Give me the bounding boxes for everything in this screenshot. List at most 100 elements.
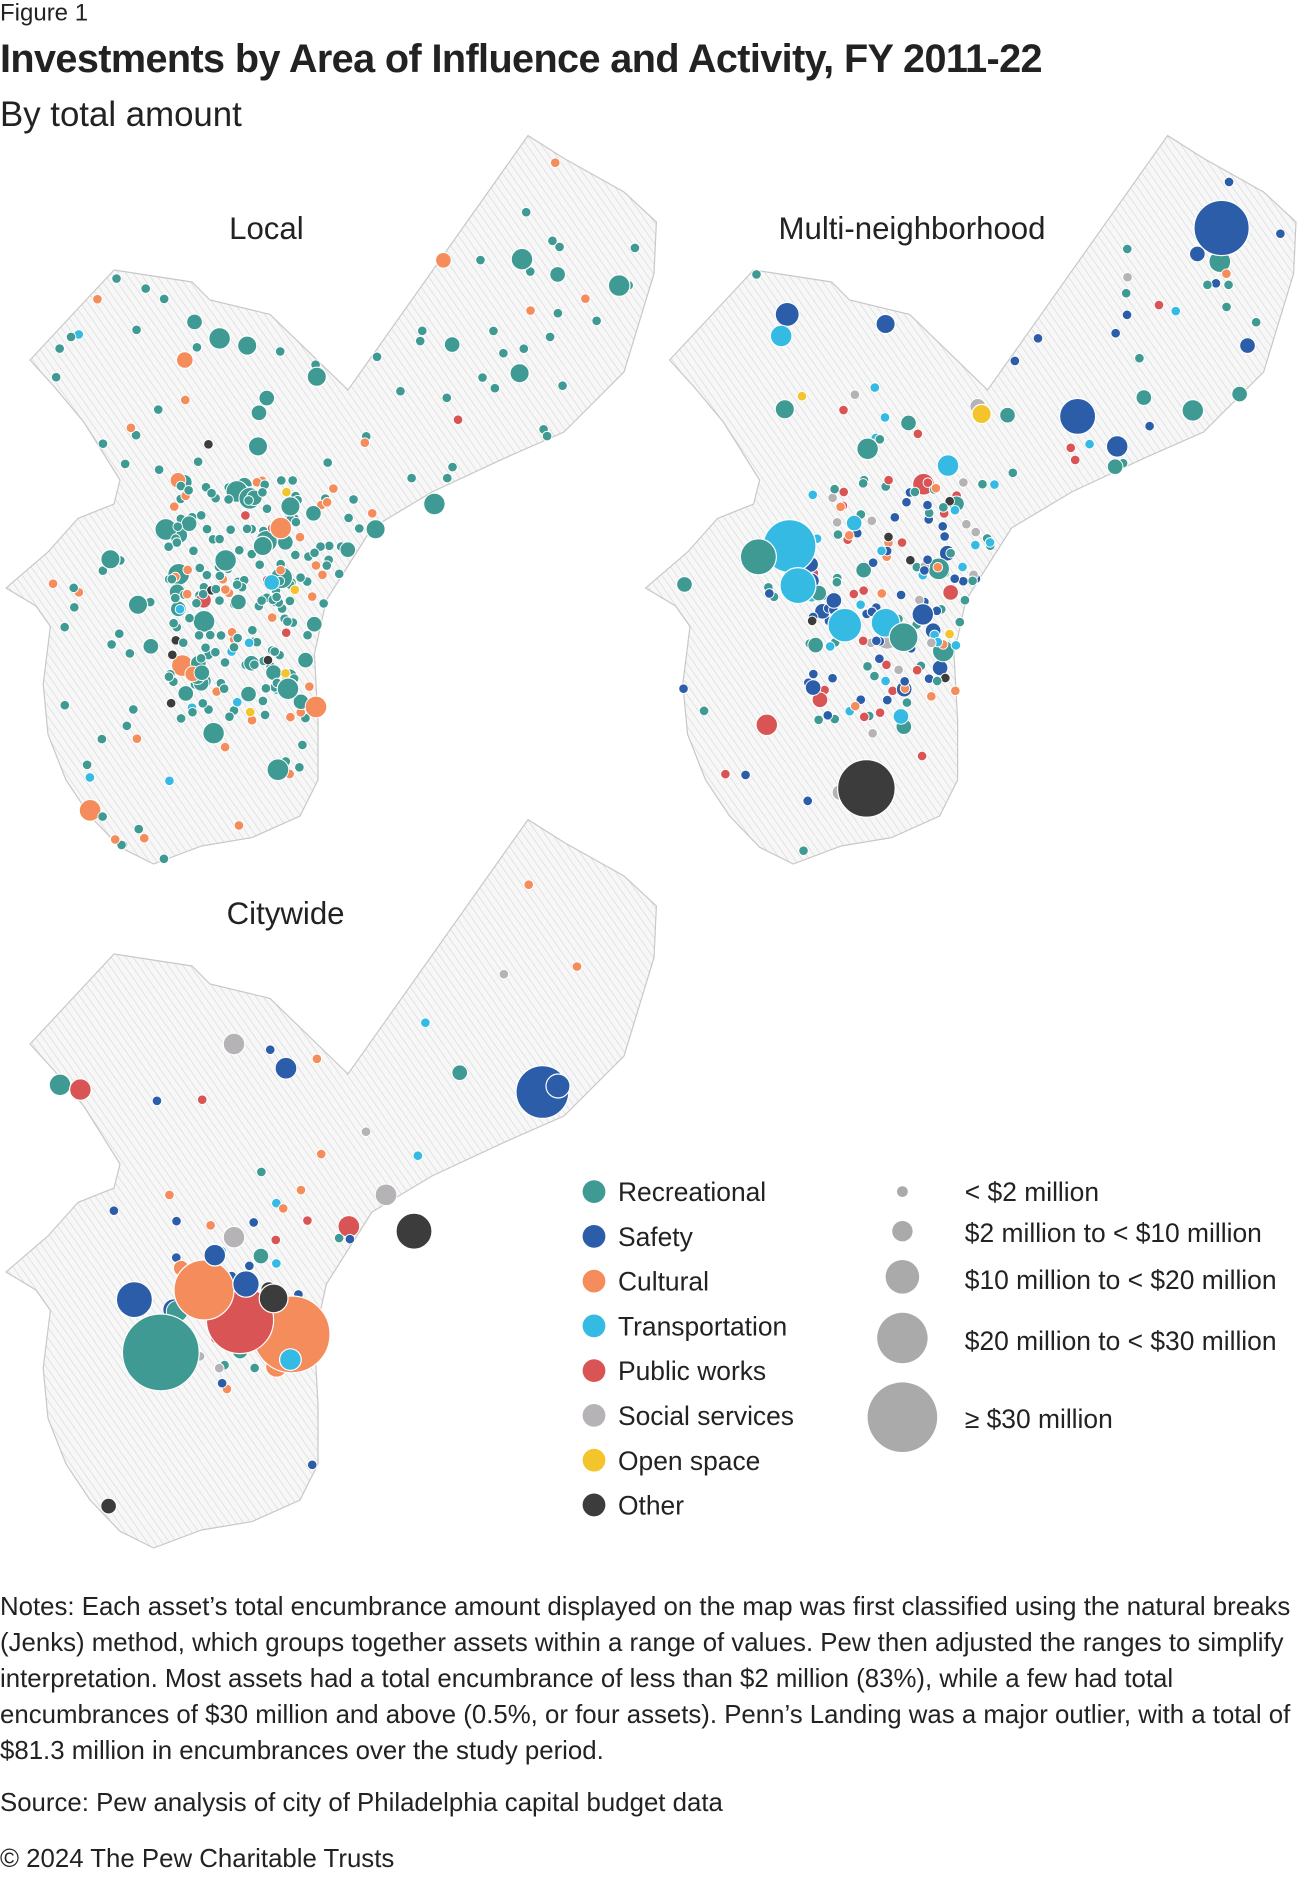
multi-marker bbox=[831, 517, 843, 528]
multi-marker bbox=[942, 584, 959, 601]
city-marker bbox=[360, 1126, 372, 1138]
local-marker bbox=[281, 486, 292, 498]
legend-label: Cultural bbox=[618, 1267, 709, 1297]
size-swatch-icon bbox=[867, 1382, 938, 1452]
local-marker bbox=[131, 324, 142, 336]
city-marker bbox=[100, 1497, 117, 1515]
multi-marker bbox=[1153, 299, 1165, 311]
local-marker bbox=[192, 610, 216, 633]
city-marker bbox=[451, 1064, 469, 1081]
local-marker bbox=[225, 524, 236, 535]
local-marker bbox=[233, 820, 245, 831]
local-marker bbox=[348, 494, 359, 505]
multi-marker bbox=[832, 529, 844, 540]
multi-marker bbox=[855, 561, 872, 579]
multi-marker bbox=[919, 565, 930, 576]
multi-marker bbox=[1221, 301, 1232, 313]
multi-marker bbox=[802, 795, 814, 807]
local-marker bbox=[153, 464, 165, 475]
multi-marker bbox=[958, 477, 969, 488]
local-marker bbox=[318, 598, 329, 609]
city-marker bbox=[271, 1258, 282, 1269]
local-marker bbox=[97, 811, 108, 822]
local-marker bbox=[228, 642, 240, 653]
local-marker bbox=[262, 654, 274, 666]
multi-marker bbox=[857, 478, 869, 489]
legend-item-public-works: Public works bbox=[582, 1356, 766, 1386]
multi-marker bbox=[1106, 458, 1124, 475]
multi-marker bbox=[843, 530, 855, 541]
multi-marker bbox=[1009, 355, 1021, 367]
multi-marker bbox=[825, 592, 843, 609]
multi-marker bbox=[1122, 271, 1133, 283]
multi-marker bbox=[857, 635, 869, 647]
multi-marker bbox=[849, 389, 861, 400]
multi-marker bbox=[945, 547, 956, 559]
local-marker bbox=[324, 540, 335, 552]
legend-label: Public works bbox=[618, 1356, 766, 1386]
multi-marker bbox=[808, 668, 819, 680]
local-large-marker bbox=[127, 594, 149, 616]
local-large-marker bbox=[365, 519, 386, 540]
size-label: $10 million to < $20 million bbox=[965, 1265, 1277, 1295]
local-marker bbox=[282, 616, 293, 627]
local-marker bbox=[181, 588, 193, 600]
legend-label: Social services bbox=[618, 1401, 794, 1431]
legend-item-safety: Safety bbox=[582, 1222, 694, 1252]
local-marker bbox=[142, 638, 160, 655]
local-marker bbox=[177, 685, 195, 702]
local-marker bbox=[215, 630, 227, 641]
multi-large-marker bbox=[971, 403, 992, 425]
multi-marker bbox=[892, 708, 910, 725]
local-marker bbox=[194, 562, 206, 574]
local-marker bbox=[109, 834, 121, 845]
local-large-marker bbox=[607, 274, 631, 298]
multi-marker bbox=[959, 594, 971, 606]
multi-marker bbox=[1122, 243, 1133, 255]
multi-marker bbox=[1032, 333, 1044, 344]
city-marker bbox=[270, 1234, 282, 1246]
local-large-marker bbox=[306, 366, 328, 388]
local-marker bbox=[414, 335, 426, 347]
multi-marker bbox=[984, 537, 996, 548]
local-marker bbox=[219, 741, 231, 753]
local-marker bbox=[290, 516, 302, 528]
local-marker bbox=[260, 683, 272, 694]
city-marker bbox=[271, 1197, 282, 1209]
multi-marker bbox=[838, 486, 850, 498]
local-marker bbox=[294, 531, 306, 543]
multi-marker bbox=[876, 545, 887, 557]
multi-marker bbox=[678, 683, 689, 694]
size-label: ≥ $30 million bbox=[965, 1404, 1113, 1434]
local-marker bbox=[231, 696, 243, 708]
local-marker bbox=[269, 646, 280, 657]
city-large-marker bbox=[115, 1281, 154, 1319]
local-marker bbox=[180, 515, 198, 532]
local-marker bbox=[68, 582, 79, 594]
legend-swatch-icon bbox=[582, 1314, 606, 1338]
multi-marker bbox=[901, 496, 912, 508]
local-marker bbox=[234, 544, 245, 556]
city-large-marker bbox=[222, 1032, 246, 1056]
size-legend-item: $2 million to < $10 million bbox=[892, 1218, 1262, 1248]
multi-marker bbox=[876, 588, 888, 599]
local-marker bbox=[124, 648, 136, 659]
multi-marker bbox=[676, 576, 693, 593]
local-marker bbox=[250, 404, 268, 422]
multi-marker bbox=[899, 676, 910, 687]
local-marker bbox=[106, 639, 117, 650]
multi-marker bbox=[1189, 245, 1206, 263]
multi-marker bbox=[806, 615, 818, 627]
local-marker bbox=[241, 523, 253, 535]
local-marker bbox=[163, 671, 175, 682]
local-marker bbox=[366, 508, 378, 519]
city-marker bbox=[302, 1215, 313, 1226]
local-marker bbox=[305, 505, 322, 522]
local-marker bbox=[258, 389, 276, 407]
local-marker bbox=[223, 494, 234, 505]
local-marker bbox=[168, 617, 179, 629]
multi-marker bbox=[887, 685, 898, 697]
size-label: < $2 million bbox=[965, 1177, 1099, 1207]
local-marker bbox=[249, 659, 260, 670]
